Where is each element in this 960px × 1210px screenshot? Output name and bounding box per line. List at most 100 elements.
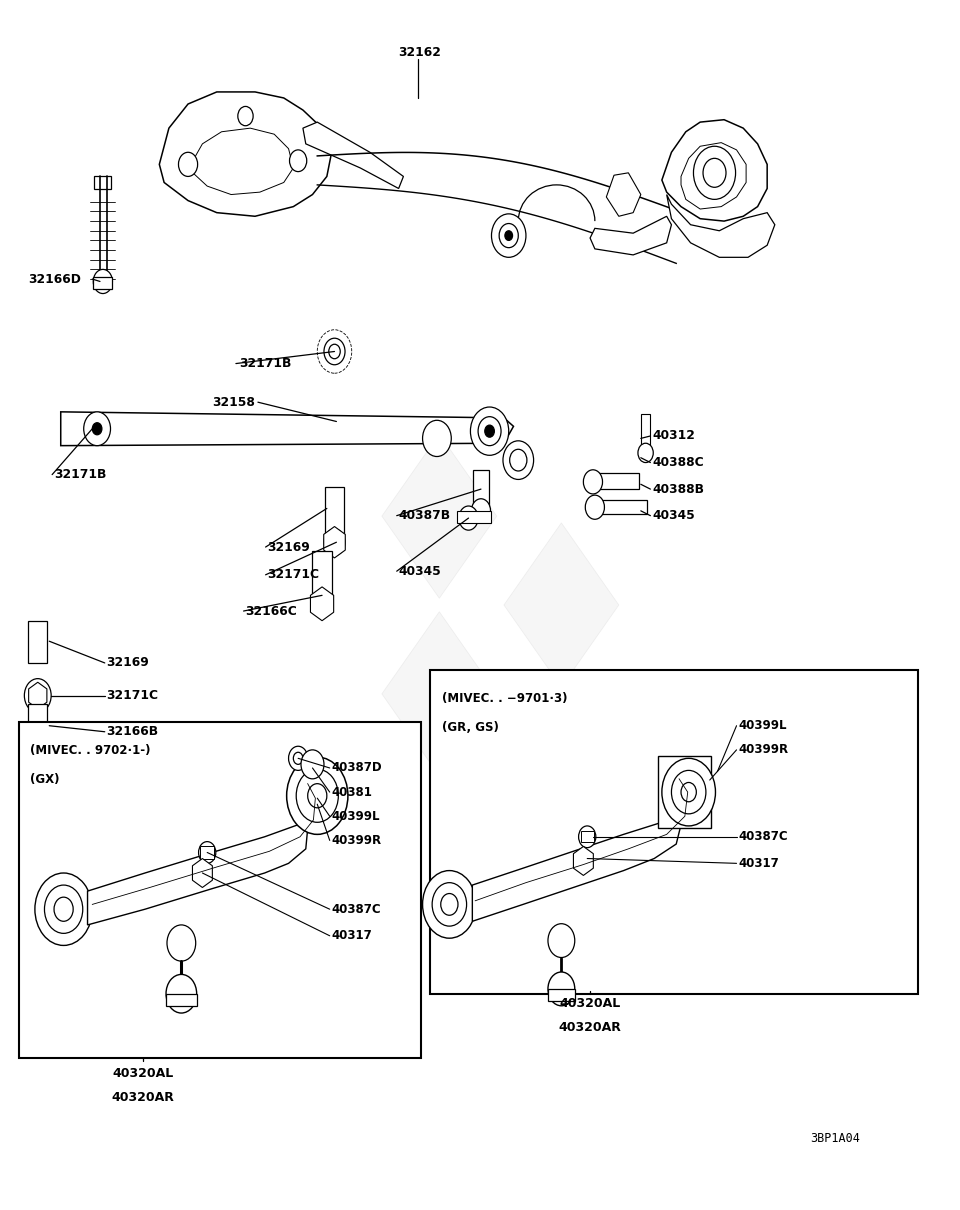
Text: 32171B: 32171B xyxy=(239,357,291,370)
Text: 32158: 32158 xyxy=(212,396,254,409)
Polygon shape xyxy=(60,411,514,445)
Text: 32171C: 32171C xyxy=(107,688,158,702)
Circle shape xyxy=(324,529,345,555)
Text: (MIVEC. . −9701·3): (MIVEC. . −9701·3) xyxy=(442,692,567,705)
Circle shape xyxy=(166,974,197,1013)
Circle shape xyxy=(471,499,491,523)
Bar xyxy=(166,993,197,1006)
Bar xyxy=(548,989,575,1001)
Circle shape xyxy=(35,872,92,945)
Circle shape xyxy=(499,224,518,248)
Circle shape xyxy=(586,495,605,519)
Polygon shape xyxy=(472,768,690,921)
Polygon shape xyxy=(573,847,593,875)
Polygon shape xyxy=(607,173,641,217)
Text: 40387B: 40387B xyxy=(398,509,451,523)
Circle shape xyxy=(459,506,478,530)
Text: 32166B: 32166B xyxy=(107,725,158,738)
Polygon shape xyxy=(27,730,49,761)
Polygon shape xyxy=(681,143,746,209)
Circle shape xyxy=(584,469,603,494)
Circle shape xyxy=(44,885,83,933)
Text: 32166C: 32166C xyxy=(246,605,298,617)
Circle shape xyxy=(308,784,326,808)
Bar xyxy=(457,511,491,523)
Polygon shape xyxy=(193,128,294,195)
Bar xyxy=(93,277,112,289)
Text: 40387D: 40387D xyxy=(331,761,382,774)
Polygon shape xyxy=(590,217,671,255)
Text: 40399R: 40399R xyxy=(738,743,788,756)
Circle shape xyxy=(485,425,494,437)
Circle shape xyxy=(661,759,715,826)
Circle shape xyxy=(287,757,348,835)
Polygon shape xyxy=(504,523,619,687)
Circle shape xyxy=(671,771,706,814)
Text: 40399R: 40399R xyxy=(331,834,382,847)
Bar xyxy=(18,722,420,1058)
Circle shape xyxy=(579,826,596,848)
Circle shape xyxy=(422,420,451,456)
Circle shape xyxy=(324,339,345,364)
Text: 40388C: 40388C xyxy=(652,456,704,469)
Polygon shape xyxy=(661,120,767,221)
Circle shape xyxy=(703,159,726,188)
Text: 40317: 40317 xyxy=(331,929,372,943)
Polygon shape xyxy=(87,772,322,924)
Text: (GR, GS): (GR, GS) xyxy=(442,721,498,734)
Polygon shape xyxy=(324,526,346,558)
Bar xyxy=(597,500,646,514)
Polygon shape xyxy=(29,682,47,709)
Text: 40387C: 40387C xyxy=(331,903,381,916)
Polygon shape xyxy=(382,434,496,598)
Text: 40320AL: 40320AL xyxy=(560,997,621,1010)
Text: 32162: 32162 xyxy=(398,46,442,58)
Circle shape xyxy=(503,440,534,479)
Polygon shape xyxy=(192,859,212,887)
Circle shape xyxy=(54,897,73,921)
Bar xyxy=(324,486,344,532)
Circle shape xyxy=(505,231,513,241)
Circle shape xyxy=(238,106,253,126)
Circle shape xyxy=(290,150,307,172)
Bar xyxy=(94,177,111,189)
Circle shape xyxy=(441,893,458,915)
Text: 40320AR: 40320AR xyxy=(559,1021,621,1035)
Circle shape xyxy=(422,870,476,938)
Circle shape xyxy=(432,882,467,926)
Text: 40399L: 40399L xyxy=(331,809,380,823)
Text: 32166D: 32166D xyxy=(28,272,81,286)
Circle shape xyxy=(167,924,196,961)
Circle shape xyxy=(328,344,340,358)
Circle shape xyxy=(681,783,696,802)
Circle shape xyxy=(179,152,198,177)
Text: 32169: 32169 xyxy=(107,657,150,669)
Polygon shape xyxy=(310,587,334,621)
Circle shape xyxy=(294,753,303,765)
Circle shape xyxy=(638,443,653,462)
Circle shape xyxy=(24,679,51,713)
Circle shape xyxy=(93,270,112,294)
Text: 32169: 32169 xyxy=(268,541,310,553)
Text: 32171C: 32171C xyxy=(268,569,320,581)
Circle shape xyxy=(478,416,501,445)
Circle shape xyxy=(92,422,102,434)
Bar xyxy=(582,831,594,842)
Bar xyxy=(593,473,639,489)
Polygon shape xyxy=(666,195,775,258)
Text: 40381: 40381 xyxy=(331,785,372,799)
Circle shape xyxy=(510,449,527,471)
Bar xyxy=(641,414,650,448)
Circle shape xyxy=(470,407,509,455)
Text: 40320AR: 40320AR xyxy=(111,1091,175,1104)
Text: 40388B: 40388B xyxy=(652,483,705,496)
Circle shape xyxy=(548,923,575,957)
Circle shape xyxy=(301,750,324,779)
Circle shape xyxy=(84,411,110,445)
Text: 40312: 40312 xyxy=(652,430,695,443)
Bar xyxy=(28,621,47,663)
Polygon shape xyxy=(159,92,331,217)
Text: 40387C: 40387C xyxy=(738,830,788,843)
Polygon shape xyxy=(382,612,496,776)
Text: 40345: 40345 xyxy=(398,565,442,577)
